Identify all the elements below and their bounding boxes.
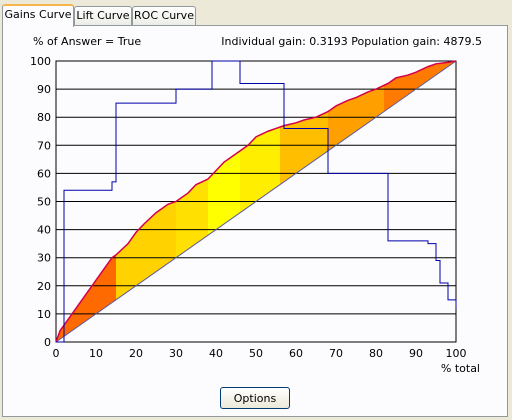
chart-ticks: 0 10 20 30 40 50 60 70 80 90 100 0 10 20 30 40 50 60 70 80 9… xyxy=(30,55,467,360)
y-tick-label-60: 60 xyxy=(37,167,51,180)
x-tick-label-60: 60 xyxy=(289,347,303,360)
chart-bands xyxy=(56,61,456,342)
gains-series xyxy=(55,60,457,343)
x-axis-label: % total xyxy=(441,362,480,375)
x-tick-label-20: 20 xyxy=(129,347,143,360)
gains-band-5 xyxy=(280,111,328,185)
y-tick-label-30: 30 xyxy=(37,252,51,265)
x-tick-label-100: 100 xyxy=(446,347,467,360)
tab-roc-curve[interactable]: ROC Curve xyxy=(132,6,196,26)
gains-band-1 xyxy=(116,201,176,300)
y-tick-label-50: 50 xyxy=(37,196,51,209)
gains-band-3 xyxy=(208,150,240,236)
gains-band-2 xyxy=(176,179,208,258)
probability-series xyxy=(56,60,457,343)
x-tick-label-50: 50 xyxy=(249,347,263,360)
x-tick-label-10: 10 xyxy=(89,347,103,360)
y-tick-label-10: 10 xyxy=(37,308,51,321)
gains-band-0 xyxy=(56,254,116,342)
x-tick-label-0: 0 xyxy=(53,347,60,360)
x-tick-label-70: 70 xyxy=(329,347,343,360)
chart-grid xyxy=(56,88,456,315)
x-tick-label-80: 80 xyxy=(369,347,383,360)
tab-lift-curve[interactable]: Lift Curve xyxy=(74,6,132,26)
y-tick-label-90: 90 xyxy=(37,83,51,96)
y-tick-label-80: 80 xyxy=(37,111,51,124)
plot-frame xyxy=(55,60,457,343)
y-tick-label-100: 100 xyxy=(30,55,51,68)
x-tick-label-30: 30 xyxy=(169,347,183,360)
chart-title: % of Answer = True xyxy=(33,35,141,48)
baseline-series xyxy=(55,60,457,343)
options-button[interactable]: Options xyxy=(220,387,290,409)
y-tick-label-70: 70 xyxy=(37,139,51,152)
tab-gains-curve[interactable]: Gains Curve xyxy=(2,4,74,27)
gains-band-4 xyxy=(240,127,280,213)
x-tick-label-90: 90 xyxy=(409,347,423,360)
gains-band-6 xyxy=(328,85,384,151)
y-tick-label-40: 40 xyxy=(37,224,51,237)
y-tick-label-20: 20 xyxy=(37,280,51,293)
y-tick-label-0: 0 xyxy=(44,336,51,349)
x-tick-label-40: 40 xyxy=(209,347,223,360)
gains-chart-panel xyxy=(2,25,508,417)
chart-stats: Individual gain: 0.3193 Population gain:… xyxy=(221,35,482,48)
